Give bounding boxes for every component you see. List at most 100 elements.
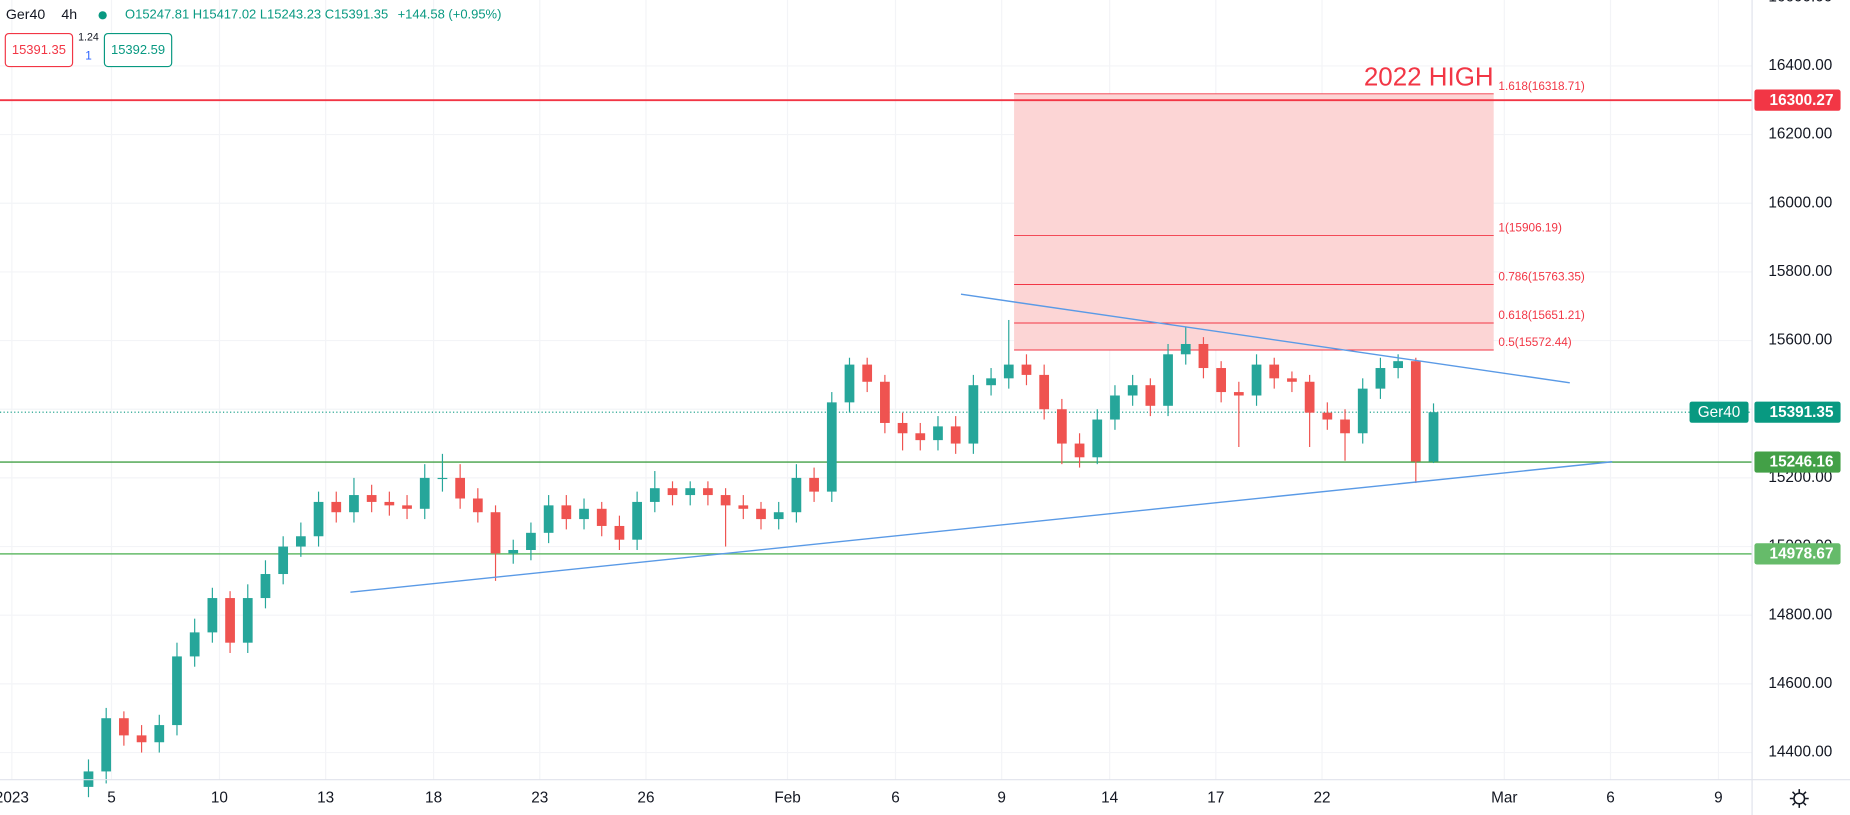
- header: Ger40 4h O15247.81 H15417.02 L15243.23 C…: [4, 6, 502, 68]
- sell-button[interactable]: [4, 32, 74, 68]
- annotation: 2022 HIGH: [1364, 64, 1494, 92]
- candle-body: [242, 598, 253, 643]
- candle-body: [437, 477, 448, 480]
- candle-body: [756, 508, 766, 520]
- candle-body: [1304, 381, 1315, 413]
- gear-teeth[interactable]: [1789, 789, 1809, 808]
- y-tick-label: 16400.00: [1768, 57, 1832, 74]
- candle-body: [313, 501, 324, 537]
- change: +144.58 (+0.95%): [398, 7, 502, 22]
- settings-icon[interactable]: [1789, 789, 1809, 808]
- candle-body: [1110, 395, 1120, 420]
- x-tick-label: 23: [531, 790, 548, 807]
- quantity[interactable]: 1: [85, 50, 92, 63]
- candle-body: [402, 505, 412, 509]
- candle-body: [579, 508, 589, 520]
- candle-body: [1074, 443, 1085, 458]
- candle-body: [1216, 368, 1227, 393]
- candle-body: [1039, 374, 1050, 410]
- candle-body: [1251, 364, 1262, 396]
- candle-body: [543, 505, 554, 533]
- candle-body: [720, 495, 731, 506]
- candle-body: [933, 426, 943, 441]
- fib-label: 0.786(15763.35): [1498, 271, 1585, 284]
- candle-body: [1180, 344, 1191, 355]
- y-tick-label: 16600.00: [1768, 0, 1832, 5]
- candle-body: [1198, 344, 1209, 369]
- price-label-box: [1754, 89, 1841, 111]
- candle-body: [1056, 409, 1067, 444]
- y-tick-label: 16000.00: [1768, 194, 1832, 211]
- candle-body: [526, 532, 536, 550]
- candle-body: [1163, 354, 1173, 406]
- x-tick-label: 14: [1101, 790, 1119, 807]
- y-tick-label: 14400.00: [1768, 744, 1832, 761]
- candle-body: [791, 477, 802, 513]
- candle-body: [1375, 368, 1386, 389]
- candle-body: [136, 735, 147, 743]
- candle-body: [207, 598, 218, 633]
- buy-button[interactable]: [103, 32, 173, 68]
- y-tick-label: 14600.00: [1768, 675, 1832, 692]
- candle-body: [1127, 385, 1138, 396]
- candle-body: [614, 525, 625, 540]
- x-tick-label: Feb: [774, 790, 800, 807]
- fib-label: 1(15906.19): [1498, 221, 1562, 234]
- candle-body: [596, 508, 607, 526]
- last-price-label: 15391.35: [1770, 404, 1834, 421]
- candle-body: [119, 718, 129, 736]
- candle-body: [1410, 361, 1421, 462]
- candle-body: [455, 477, 466, 499]
- last-price-box: [1754, 401, 1841, 423]
- price-label-box: [1754, 543, 1841, 565]
- x-tick-label: 6: [1606, 790, 1615, 807]
- candle-body: [189, 632, 200, 657]
- candle-body: [331, 501, 342, 513]
- status-dot: [98, 11, 107, 20]
- candle-body: [632, 501, 642, 540]
- candle-body: [1287, 378, 1297, 382]
- y-tick-label: 15200.00: [1768, 469, 1832, 486]
- candle-body: [172, 656, 182, 726]
- candle-body: [809, 477, 819, 492]
- x-tick-label: 17: [1207, 790, 1224, 807]
- candle-body: [773, 512, 784, 520]
- sell-price[interactable]: 15391.35: [12, 42, 66, 57]
- candle-body: [1003, 364, 1014, 379]
- candle-body: [260, 574, 271, 599]
- candle-body: [667, 488, 678, 496]
- x-tick-label: 2023: [0, 790, 29, 807]
- price-label-box: [1754, 451, 1841, 473]
- y-tick-label: 16200.00: [1768, 126, 1832, 143]
- candle-body: [101, 718, 112, 772]
- x-tick-label: 9: [1714, 790, 1723, 807]
- y-tick-label: 14800.00: [1768, 606, 1832, 623]
- x-tick-label: 26: [637, 790, 654, 807]
- x-tick-label: Mar: [1491, 790, 1517, 807]
- candle-body: [1340, 419, 1350, 434]
- candle-body: [490, 512, 501, 554]
- last-price-name: Ger40: [1698, 404, 1741, 421]
- x-tick-label: 6: [891, 790, 900, 807]
- candle-body: [649, 488, 660, 502]
- candle-body: [1393, 361, 1403, 369]
- candle-body: [1021, 364, 1032, 375]
- ohlc: O15247.81 H15417.02 L15243.23 C15391.35: [125, 7, 388, 22]
- candle-body: [968, 385, 979, 444]
- candle-body: [1357, 388, 1368, 434]
- candle-body: [278, 546, 289, 575]
- x-tick-label: 13: [317, 790, 334, 807]
- candle-body: [738, 505, 749, 509]
- trendline: [960, 293, 1570, 384]
- candle-body: [384, 501, 395, 506]
- fib-label: 0.618(15651.21): [1498, 309, 1585, 322]
- candle-body: [1428, 412, 1439, 462]
- buy-price[interactable]: 15392.59: [111, 42, 165, 57]
- plot-area: 1.618(16318.71) 1(15906.19) 0.786(15763.35…: [0, 64, 1753, 798]
- candle-body: [1322, 412, 1333, 420]
- gear-ring[interactable]: [1793, 792, 1806, 805]
- price-label: 15246.16: [1770, 454, 1834, 471]
